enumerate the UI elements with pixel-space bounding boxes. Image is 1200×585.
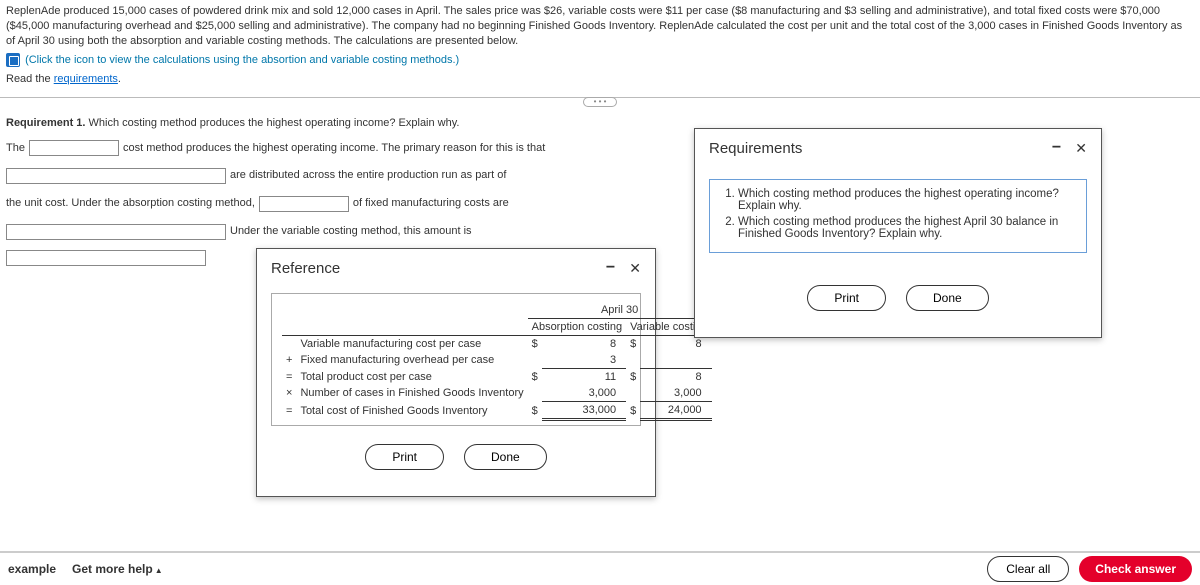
table-row: × Number of cases in Finished Goods Inve… xyxy=(282,385,712,402)
requirements-header: Requirements − ✕ xyxy=(695,129,1101,167)
table-row: + Fixed manufacturing overhead per case … xyxy=(282,352,712,369)
close-icon[interactable]: ✕ xyxy=(1075,140,1087,157)
blank-stored[interactable] xyxy=(6,224,226,240)
requirements-link[interactable]: requirements xyxy=(54,73,118,85)
reference-print-button[interactable]: Print xyxy=(365,444,444,470)
reference-title: Reference xyxy=(271,260,340,277)
requirements-done-button[interactable]: Done xyxy=(906,285,989,311)
clear-all-button[interactable]: Clear all xyxy=(987,556,1069,582)
blank-amount[interactable] xyxy=(259,196,349,212)
table-row: = Total cost of Finished Goods Inventory… xyxy=(282,402,712,420)
blank-final[interactable] xyxy=(6,250,206,266)
footer-bar: example Get more help▲ Clear all Check a… xyxy=(0,551,1200,585)
hint-text: (Click the icon to view the calculations… xyxy=(25,53,459,65)
reference-table: April 30 Absorption costing Variable cos… xyxy=(282,302,712,421)
document-icon[interactable] xyxy=(6,53,20,67)
requirements-panel: Requirements − ✕ Which costing method pr… xyxy=(694,128,1102,338)
table-row: Variable manufacturing cost per case $8 … xyxy=(282,336,712,353)
requirements-title: Requirements xyxy=(709,140,802,157)
requirement-item-1: Which costing method produces the highes… xyxy=(738,188,1076,212)
get-help-link[interactable]: Get more help▲ xyxy=(72,562,163,576)
requirements-print-button[interactable]: Print xyxy=(807,285,886,311)
chevron-up-icon: ▲ xyxy=(155,566,163,575)
minimize-icon[interactable]: − xyxy=(1052,139,1061,157)
calculations-hint: (Click the icon to view the calculations… xyxy=(0,51,1200,69)
blank-distributed[interactable] xyxy=(6,168,226,184)
blank-cost-method[interactable] xyxy=(29,140,119,156)
check-answer-button[interactable]: Check answer xyxy=(1079,556,1192,582)
reference-header: Reference − ✕ xyxy=(257,249,655,287)
problem-statement: ReplenAde produced 15,000 cases of powde… xyxy=(0,0,1200,51)
requirements-box: Which costing method produces the highes… xyxy=(709,179,1087,253)
minimize-icon[interactable]: − xyxy=(606,259,615,277)
requirement-item-2: Which costing method produces the highes… xyxy=(738,216,1076,240)
table-row: = Total product cost per case $11 $8 xyxy=(282,369,712,386)
example-link[interactable]: example xyxy=(8,562,56,576)
expand-toggle[interactable]: • • • xyxy=(583,97,617,107)
reference-panel: Reference − ✕ April 30 Absorption costin… xyxy=(256,248,656,497)
reference-done-button[interactable]: Done xyxy=(464,444,547,470)
close-icon[interactable]: ✕ xyxy=(629,260,641,277)
read-requirements-line: Read the requirements. xyxy=(0,69,1200,93)
